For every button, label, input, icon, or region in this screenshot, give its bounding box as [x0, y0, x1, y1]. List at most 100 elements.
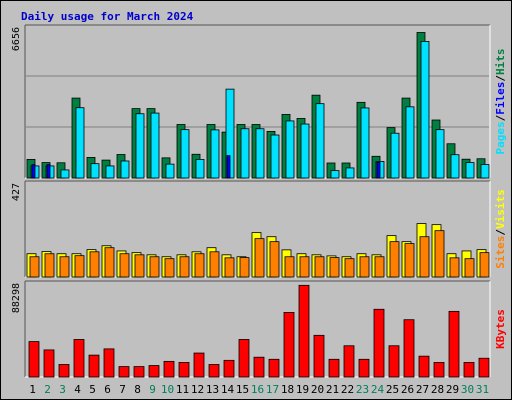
bar-kbytes	[283, 312, 295, 378]
bar-kbytes	[118, 366, 130, 378]
day-label: 12	[191, 383, 204, 396]
bar-kbytes	[28, 341, 40, 378]
day-label: 13	[206, 383, 219, 396]
day-label: 6	[104, 383, 111, 396]
bar-pages	[150, 112, 160, 179]
bar-sites	[164, 258, 175, 278]
bar-pages	[285, 120, 295, 179]
bar-sites	[359, 256, 370, 278]
day-label: 4	[74, 383, 81, 396]
bar-sites	[89, 251, 100, 278]
bar-kbytes	[148, 365, 160, 378]
bar-pages	[435, 129, 445, 179]
bar-pages	[300, 123, 310, 179]
day-label: 27	[416, 383, 429, 396]
bar-sites	[284, 256, 295, 278]
bar-files	[31, 164, 36, 179]
bar-sites	[149, 256, 160, 278]
legend-entry: /	[494, 229, 507, 236]
bar-pages	[180, 129, 190, 179]
bar-pages	[105, 165, 115, 179]
bar-sites	[344, 258, 355, 278]
bar-kbytes	[58, 364, 70, 378]
bar-pages	[165, 163, 175, 179]
legend-entry: Visits	[494, 189, 507, 229]
bar-pages	[480, 164, 490, 179]
bar-sites	[419, 236, 430, 278]
day-label: 30	[461, 383, 474, 396]
day-label: 11	[176, 383, 189, 396]
legend-entry: Files	[494, 82, 507, 115]
bar-pages	[210, 129, 220, 179]
bar-sites	[59, 256, 70, 278]
bar-pages	[60, 169, 70, 179]
bar-pages	[255, 128, 265, 179]
y-max-label: 6656	[11, 27, 22, 51]
axis-legend: Sites/Visits	[494, 189, 507, 269]
y-max-label: 88298	[11, 283, 22, 313]
bar-pages	[195, 159, 205, 179]
bar-sites	[254, 238, 265, 278]
bar-pages	[330, 170, 340, 179]
bar-pages	[465, 162, 475, 179]
bar-sites	[449, 257, 460, 278]
bar-sites	[29, 256, 40, 278]
bar-kbytes	[313, 334, 325, 378]
day-label: 28	[431, 383, 444, 396]
bar-sites	[434, 230, 445, 278]
bar-pages	[270, 134, 280, 179]
day-label: 9	[149, 383, 156, 396]
bar-kbytes	[403, 319, 415, 378]
bar-kbytes	[193, 352, 205, 378]
bar-kbytes	[133, 366, 145, 378]
day-label: 18	[281, 383, 294, 396]
day-label: 1	[29, 383, 36, 396]
day-label: 7	[119, 383, 126, 396]
bar-sites	[479, 252, 490, 278]
bar-sites	[269, 241, 280, 278]
bar-sites	[44, 253, 55, 278]
bar-files	[376, 161, 381, 179]
legend-entry: KBytes	[494, 309, 507, 349]
bar-sites	[299, 256, 310, 278]
bar-kbytes	[433, 362, 445, 378]
bar-sites	[329, 257, 340, 278]
bar-sites	[374, 256, 385, 278]
bar-kbytes	[43, 349, 55, 378]
bar-kbytes	[73, 339, 85, 378]
day-label: 22	[341, 383, 354, 396]
bar-kbytes	[163, 360, 175, 378]
day-label: 8	[134, 383, 141, 396]
bar-kbytes	[238, 339, 250, 378]
bar-pages	[450, 154, 460, 179]
bar-pages	[345, 167, 355, 179]
bar-kbytes	[478, 357, 490, 378]
bar-sites	[74, 255, 85, 278]
bar-pages	[135, 113, 145, 179]
bar-pages	[360, 107, 370, 179]
bar-kbytes	[103, 348, 115, 378]
day-label: 10	[161, 383, 174, 396]
bar-pages	[390, 132, 400, 179]
bar-sites	[134, 254, 145, 278]
day-label: 24	[371, 383, 385, 396]
day-label: 3	[59, 383, 66, 396]
bar-kbytes	[268, 358, 280, 378]
bar-kbytes	[373, 308, 385, 378]
chart-panel-2: 427 Sites/Visits	[11, 180, 507, 278]
day-label: 29	[446, 383, 459, 396]
bar-sites	[224, 257, 235, 278]
bar-pages	[90, 163, 100, 179]
bar-pages	[420, 41, 430, 179]
day-label: 31	[476, 383, 489, 396]
bar-pages	[315, 103, 325, 179]
bar-pages	[120, 160, 130, 179]
bar-kbytes	[388, 345, 400, 378]
bar-kbytes	[223, 359, 235, 378]
legend-entry: /	[494, 75, 507, 82]
bar-sites	[239, 257, 250, 278]
day-label: 25	[386, 383, 399, 396]
day-label: 19	[296, 383, 309, 396]
